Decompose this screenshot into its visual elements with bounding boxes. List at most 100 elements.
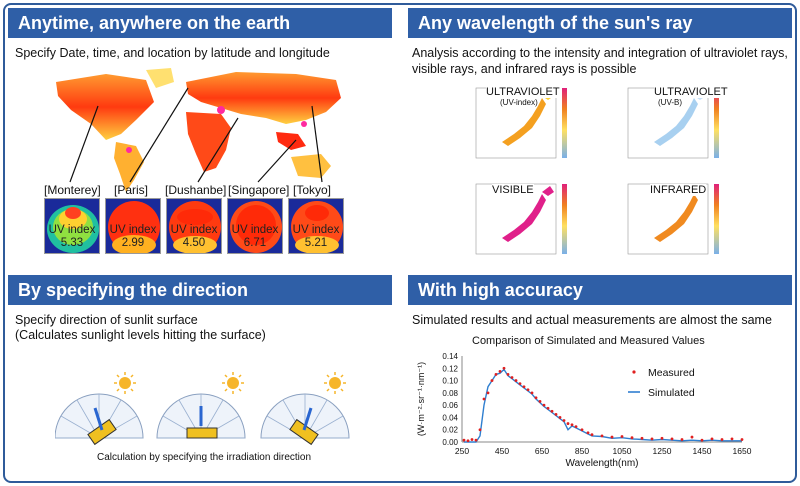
measured-point (470, 438, 474, 441)
uv-label-monterey: UV index (48, 224, 96, 236)
measured-point (640, 436, 644, 440)
japan-map-uv-b: ULTRAVIOLET (UV-B) (614, 82, 784, 167)
x-tick-label: 1250 (653, 446, 672, 456)
surface-tilted-right (289, 418, 319, 446)
map-title-uv-index: ULTRAVIOLET (486, 86, 560, 98)
y-tick-label: 0.04 (442, 413, 458, 422)
measured-point (600, 434, 604, 438)
uv-heatmap-dushanbe (169, 201, 221, 253)
sun-icon-left (113, 371, 137, 395)
surface-tilted-left (87, 418, 117, 446)
city-label-paris: [Paris] (114, 183, 149, 197)
uv-value-tokyo: 5.21 (304, 237, 328, 249)
uv-heatmap-monterey (47, 205, 99, 253)
y-tick-label: 0.00 (442, 438, 458, 447)
direction-description-line2: (Calculates sunlight levels hitting the … (15, 328, 266, 342)
measured-point (574, 425, 578, 429)
y-tick-label: 0.02 (442, 426, 458, 435)
measured-point (690, 435, 694, 439)
measured-point (740, 438, 744, 441)
uv-heatmap-singapore (230, 201, 282, 253)
wavelength-header: Any wavelength of the sun's ray (408, 8, 792, 38)
irradiation-diagrams (55, 371, 350, 446)
map-subtitle-uv-b: (UV-B) (658, 98, 682, 107)
legend-simulated-label: Simulated (648, 387, 695, 399)
measured-point (566, 422, 570, 425)
measured-point (720, 438, 724, 441)
measured-point (534, 396, 538, 400)
map-pointer-lines (69, 87, 323, 183)
measured-point (482, 397, 486, 401)
city-label-dushanbe: [Dushanbe] (165, 183, 227, 197)
y-tick-label: 0.06 (442, 401, 458, 410)
measured-point (490, 379, 494, 382)
city-label-singapore: [Singapore] (228, 183, 290, 197)
measured-point (506, 373, 510, 376)
measured-point (462, 438, 466, 442)
map-subtitle-uv-index: (UV-index) (500, 98, 538, 107)
measured-point (580, 428, 584, 432)
measured-point (522, 385, 526, 389)
measured-point (526, 388, 530, 392)
world-uv-map (56, 68, 341, 192)
uv-label-dushanbe: UV index (170, 224, 218, 236)
measured-point (710, 437, 714, 441)
comparison-chart: 0.00 0.02 0.04 0.06 0.08 0.10 0.12 0.14 250 450 65… (416, 352, 752, 469)
x-tick-label: 450 (495, 446, 509, 456)
uv-value-monterey: 5.33 (60, 237, 84, 249)
surface-flat (186, 427, 218, 439)
x-tick-label: 850 (575, 446, 589, 456)
uv-box-tokyo: UV index 5.21 (288, 198, 344, 254)
simulated-series-line (464, 368, 742, 443)
map-title-infrared: INFRARED (650, 184, 707, 196)
sun-icon-center (221, 371, 245, 395)
direction-caption: Calculation by specifying the irradiatio… (97, 452, 312, 463)
x-tick-label: 1050 (613, 446, 632, 456)
y-tick-label: 0.14 (442, 352, 458, 361)
measured-point (474, 438, 478, 442)
measured-point (620, 435, 624, 438)
y-tick-label: 0.12 (442, 364, 458, 373)
measured-point (514, 379, 518, 382)
measured-point (510, 376, 514, 379)
measured-point (486, 391, 490, 395)
measured-point (562, 419, 566, 422)
uv-label-paris: UV index (109, 224, 157, 236)
uv-box-paris: UV index 2.99 (105, 198, 161, 254)
japan-plot-uv-index (475, 87, 567, 159)
y-tick-label: 0.10 (442, 377, 458, 386)
measured-point (530, 391, 534, 395)
measured-point (700, 438, 704, 442)
japan-map-visible: VISIBLE (462, 178, 632, 263)
map-title-visible: VISIBLE (492, 184, 534, 196)
anytime-description: Specify Date, time, and location by lati… (15, 46, 330, 60)
measured-point (730, 437, 734, 441)
legend-measured-label: Measured (648, 367, 695, 379)
direction-description-line1: Specify direction of sunlit surface (15, 313, 198, 327)
measured-point (502, 366, 506, 370)
chart-title: Comparison of Simulated and Measured Val… (472, 335, 705, 347)
wavelength-description-line1: Analysis according to the intensity and … (412, 46, 788, 60)
accuracy-header: With high accuracy (408, 275, 792, 305)
measured-point (542, 403, 546, 407)
uv-value-singapore: 6.71 (243, 237, 267, 249)
x-tick-label: 1650 (733, 446, 752, 456)
legend-measured-marker (632, 370, 636, 374)
uv-heatmap-paris (108, 201, 160, 253)
japan-map-uv-index: ULTRAVIOLET (UV-index) (462, 82, 632, 167)
uv-heatmap-tokyo (291, 201, 343, 253)
measured-point (466, 439, 470, 443)
measured-point (650, 437, 654, 441)
measured-point (630, 436, 634, 440)
x-tick-label: 250 (455, 446, 469, 456)
uv-value-dushanbe: 4.50 (182, 237, 206, 249)
normal-arrow-left (93, 407, 104, 431)
measured-point (590, 433, 594, 437)
uv-box-dushanbe: UV index 4.50 (166, 198, 222, 254)
measured-point (478, 428, 482, 432)
uv-box-monterey: UV index 5.33 (44, 198, 100, 254)
measured-point (546, 406, 550, 410)
y-tick-label: 0.08 (442, 389, 458, 398)
measured-point (494, 373, 498, 376)
measured-point (570, 423, 574, 427)
